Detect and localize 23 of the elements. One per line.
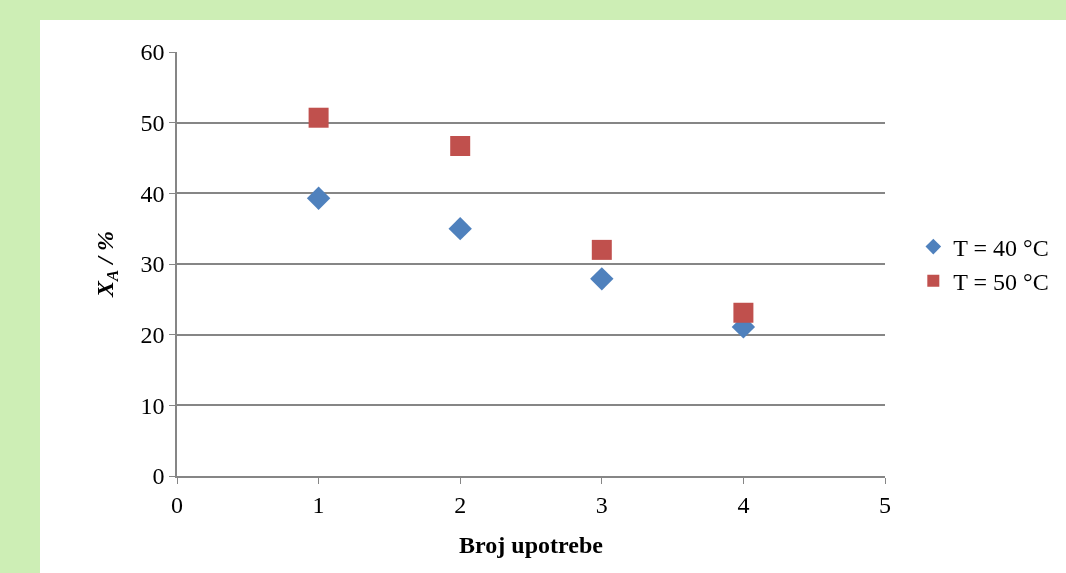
point bbox=[591, 239, 612, 260]
point bbox=[306, 186, 331, 210]
y-tick-label: 0 bbox=[152, 463, 165, 490]
legend-label: T = 40 °C bbox=[953, 234, 1049, 261]
y-tick-label: 40 bbox=[140, 180, 165, 207]
y-tick-label: 10 bbox=[140, 392, 165, 419]
y-tick-label: 60 bbox=[140, 39, 165, 66]
x-tick-label: 3 bbox=[595, 491, 608, 518]
point bbox=[308, 107, 329, 128]
x-tick-label: 1 bbox=[312, 491, 325, 518]
point bbox=[733, 302, 754, 323]
point bbox=[590, 267, 614, 291]
y-tick-label: 50 bbox=[140, 110, 165, 137]
x-tick-label: 5 bbox=[879, 491, 891, 518]
x-axis-title: Broj upotrebe bbox=[459, 532, 604, 559]
y-tick-label: 20 bbox=[140, 322, 165, 349]
point bbox=[448, 216, 472, 241]
x-tick-label: 2 bbox=[454, 491, 467, 518]
x-tick-label: 4 bbox=[737, 491, 750, 518]
legend-label: T = 50 °C bbox=[953, 269, 1049, 296]
x-tick-label: 0 bbox=[171, 491, 183, 518]
y-tick-label: 30 bbox=[140, 251, 165, 278]
point bbox=[450, 135, 471, 156]
